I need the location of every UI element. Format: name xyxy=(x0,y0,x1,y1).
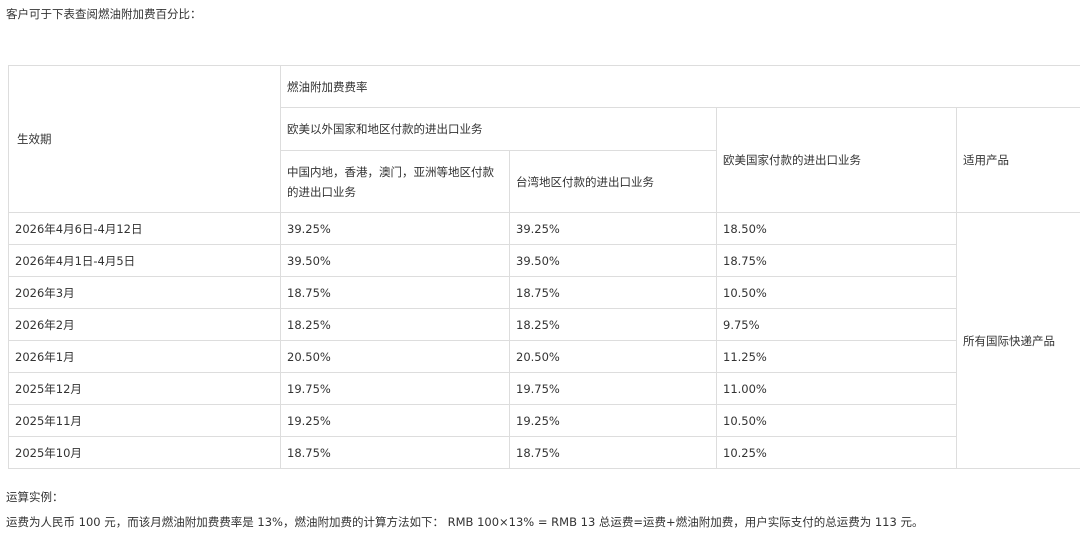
euam-rate-cell: 10.50% xyxy=(716,404,957,437)
header-period: 生效期 xyxy=(8,65,281,213)
header-fuel-rate: 燃油附加费费率 xyxy=(280,65,1080,108)
products-cell: 所有国际快递产品 xyxy=(956,212,1080,469)
china-asia-rate-cell: 19.25% xyxy=(280,404,510,437)
euam-rate-cell: 18.75% xyxy=(716,244,957,277)
table-row: 2026年4月6日-4月12日 39.25% 39.25% 18.50% 所有国际快递产… xyxy=(8,212,1080,469)
period-cell: 2026年3月 xyxy=(8,276,281,309)
euam-rate-cell: 10.50% xyxy=(716,276,957,309)
example-title: 运算实例： xyxy=(6,490,64,504)
period-cell: 2026年2月 xyxy=(8,308,281,341)
table-row: 2025年10月 18.75% 18.75% 10.25% xyxy=(8,436,1080,469)
china-asia-rate-cell: 18.75% xyxy=(280,276,510,309)
period-cell: 2025年11月 xyxy=(8,404,281,437)
taiwan-rate-cell: 39.25% xyxy=(509,212,717,245)
euam-rate-cell: 11.25% xyxy=(716,340,957,373)
period-cell: 2025年12月 xyxy=(8,372,281,405)
header-non-euam: 欧美以外国家和地区付款的进出口业务 xyxy=(280,107,717,151)
table-row: 2026年4月1日-4月5日 39.50% 39.50% 18.75% xyxy=(8,244,1080,277)
table-row: 2025年11月 19.25% 19.25% 10.50% xyxy=(8,404,1080,437)
header-china-asia: 中国内地，香港，澳门，亚洲等地区付款的进出口业务 xyxy=(280,150,510,213)
table-row: 2026年2月 18.25% 18.25% 9.75% xyxy=(8,308,1080,341)
euam-rate-cell: 9.75% xyxy=(716,308,957,341)
header-taiwan: 台湾地区付款的进出口业务 xyxy=(509,150,717,213)
euam-rate-cell: 11.00% xyxy=(716,372,957,405)
china-asia-rate-cell: 18.25% xyxy=(280,308,510,341)
taiwan-rate-cell: 19.75% xyxy=(509,372,717,405)
table-row: 2025年12月 19.75% 19.75% 11.00% xyxy=(8,372,1080,405)
china-asia-rate-cell: 18.75% xyxy=(280,436,510,469)
taiwan-rate-cell: 19.25% xyxy=(509,404,717,437)
example-text: 运费为人民币 100 元，而该月燃油附加费费率是 13%，燃油附加费的计算方法如… xyxy=(6,515,924,529)
taiwan-rate-cell: 39.50% xyxy=(509,244,717,277)
period-cell: 2026年1月 xyxy=(8,340,281,373)
fuel-surcharge-table: 生效期 燃油附加费费率 欧美以外国家和地区付款的进出口业务 欧美国家付款的进出口… xyxy=(8,65,1080,469)
euam-rate-cell: 18.50% xyxy=(716,212,957,245)
taiwan-rate-cell: 18.75% xyxy=(509,436,717,469)
table-row: 2026年1月 20.50% 20.50% 11.25% xyxy=(8,340,1080,373)
header-products: 适用产品 xyxy=(956,107,1080,213)
china-asia-rate-cell: 39.50% xyxy=(280,244,510,277)
euam-rate-cell: 10.25% xyxy=(716,436,957,469)
taiwan-rate-cell: 20.50% xyxy=(509,340,717,373)
period-cell: 2026年4月6日-4月12日 xyxy=(8,212,281,245)
period-cell: 2025年10月 xyxy=(8,436,281,469)
period-cell: 2026年4月1日-4月5日 xyxy=(8,244,281,277)
china-asia-rate-cell: 20.50% xyxy=(280,340,510,373)
china-asia-rate-cell: 19.75% xyxy=(280,372,510,405)
china-asia-rate-cell: 39.25% xyxy=(280,212,510,245)
table-row: 2026年3月 18.75% 18.75% 10.50% xyxy=(8,276,1080,309)
taiwan-rate-cell: 18.25% xyxy=(509,308,717,341)
taiwan-rate-cell: 18.75% xyxy=(509,276,717,309)
intro-text: 客户可于下表查阅燃油附加费百分比： xyxy=(6,7,202,21)
header-euam: 欧美国家付款的进出口业务 xyxy=(716,107,957,213)
